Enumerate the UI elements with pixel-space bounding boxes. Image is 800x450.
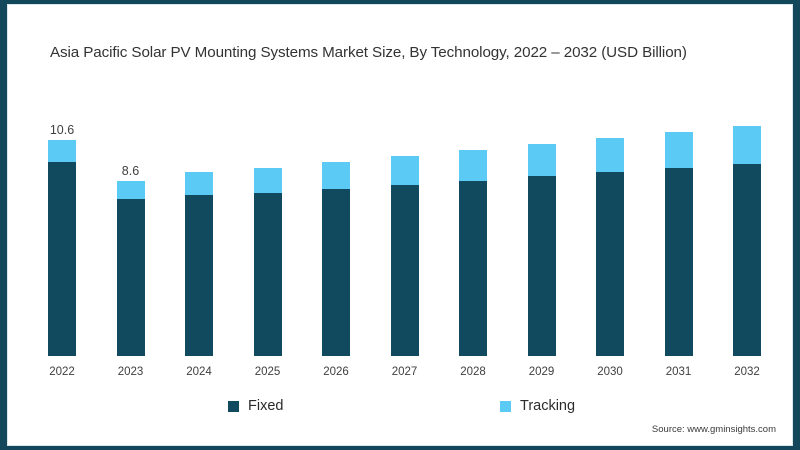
bar-segment-tracking xyxy=(253,168,282,193)
bar-segment-tracking xyxy=(664,131,693,169)
bar-group xyxy=(322,162,350,356)
x-axis-label: 2028 xyxy=(460,366,486,378)
bar-segment-fixed xyxy=(664,168,693,356)
x-axis-label: 2030 xyxy=(597,366,623,378)
bar-segment-fixed xyxy=(253,192,282,356)
bar-segment-fixed xyxy=(733,164,761,356)
bar-value-label: 10.6 xyxy=(49,122,75,137)
x-axis-label: 2029 xyxy=(528,366,555,378)
x-axis-label: 2022 xyxy=(49,366,75,378)
bar-group xyxy=(596,137,624,356)
legend-label-tracking: Tracking xyxy=(520,398,576,414)
bar-segment-fixed xyxy=(116,198,145,356)
bar-group xyxy=(459,149,487,356)
bar-group: 10.6 xyxy=(48,123,76,356)
x-axis-label: 2031 xyxy=(665,366,692,378)
bar-group xyxy=(185,172,213,356)
bar-segment-tracking xyxy=(185,172,213,195)
legend-swatch-fixed xyxy=(228,400,239,412)
bar-group: 8.6 xyxy=(116,164,145,356)
bar-group xyxy=(733,125,761,356)
chart-title: Asia Pacific Solar PV Mounting Systems M… xyxy=(50,44,687,61)
legend-swatch-tracking xyxy=(500,400,511,412)
bar-segment-tracking xyxy=(596,137,624,173)
x-axis-label: 2024 xyxy=(186,366,212,378)
frame-border-right xyxy=(793,0,800,450)
bar-group xyxy=(253,168,282,356)
bar-segment-tracking xyxy=(390,156,419,185)
legend-item-tracking[interactable]: Tracking xyxy=(500,398,575,414)
x-axis-label: 2023 xyxy=(117,366,144,378)
bar-segment-tracking xyxy=(48,139,76,163)
bar-segment-tracking xyxy=(459,149,487,181)
bar-segment-tracking xyxy=(322,162,350,189)
bar-group xyxy=(664,131,693,356)
bar-value-label: 8.6 xyxy=(121,163,140,178)
bar-segment-fixed xyxy=(390,184,419,356)
bar-segment-fixed xyxy=(459,180,487,356)
frame-border-left xyxy=(0,0,7,450)
legend-label-fixed: Fixed xyxy=(248,398,284,414)
bar-segment-tracking xyxy=(733,125,761,165)
x-axis-label: 2032 xyxy=(734,366,760,378)
frame-border-bottom xyxy=(0,446,800,450)
x-axis-label: 2027 xyxy=(391,366,418,378)
frame-border-top xyxy=(0,0,800,4)
bar-group xyxy=(527,143,556,356)
bar-segment-fixed xyxy=(527,176,556,356)
bar-segment-fixed xyxy=(185,194,213,356)
x-axis-label: 2026 xyxy=(323,366,349,378)
bar-segment-tracking xyxy=(116,180,145,199)
bar-segment-fixed xyxy=(596,172,624,356)
chart-legend: Fixed Tracking xyxy=(0,398,800,420)
bar-segment-fixed xyxy=(322,188,350,356)
source-attribution: Source: www.gminsights.com xyxy=(651,424,776,435)
legend-item-fixed[interactable]: Fixed xyxy=(228,398,283,414)
bar-group xyxy=(390,156,419,356)
bar-segment-tracking xyxy=(527,143,556,177)
x-axis-label: 2025 xyxy=(254,366,281,378)
bar-segment-fixed xyxy=(48,162,76,356)
